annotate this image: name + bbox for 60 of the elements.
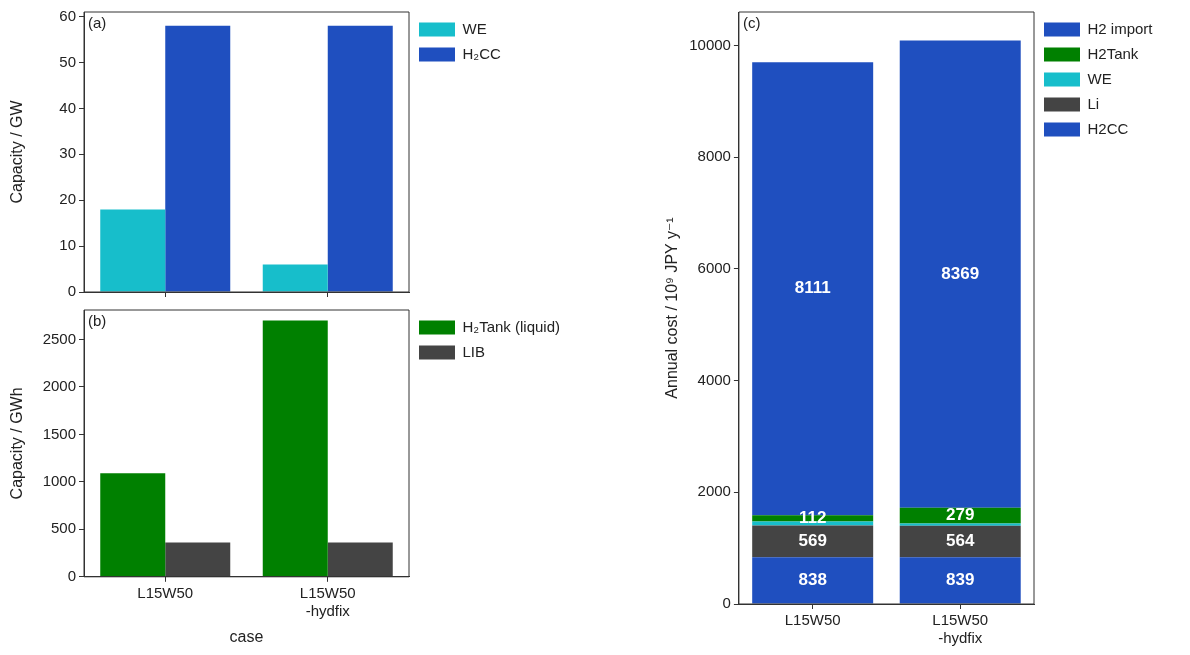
bar [327,25,393,292]
y-tick-label: 0 [722,594,731,612]
x-tick-label: L15W50 -hydfix [299,583,356,619]
y-tick-label: 40 [59,98,76,116]
bar [100,209,166,292]
x-tick-label: L15W50 [784,611,841,629]
bar [899,523,1021,526]
legend-label: H₂Tank (liquid) [462,317,561,335]
y-tick-label: 20 [59,190,76,208]
data-label: 8369 [941,263,980,283]
annotation: (b) [88,311,107,329]
y-tick-label: 0 [67,566,76,584]
bar [752,525,874,558]
bar [752,557,874,604]
x-tick-label: L15W50 -hydfix [932,611,989,647]
x-tick-label: L15W50 [137,583,194,601]
data-label: 839 [946,570,975,590]
legend-label: Li [1087,94,1100,112]
bar [262,320,328,577]
y-axis-title: Capacity / GW [8,99,26,204]
bar [899,525,1021,558]
y-tick-label: 500 [50,519,76,537]
bar [899,40,1021,508]
bar [165,25,231,292]
data-label: 838 [798,570,827,590]
y-tick-label: 0 [67,282,76,300]
y-tick-label: 6000 [697,259,731,277]
y-tick-label: 8000 [697,147,731,165]
annotation: (c) [742,13,761,31]
y-tick-label: 2500 [42,329,76,347]
legend-label: H₂CC [462,44,501,62]
y-tick-label: 1000 [42,471,76,489]
y-axis-title: Annual cost / 10⁹ JPY y⁻¹ [663,217,681,399]
annotation: (a) [88,13,107,31]
y-tick-label: 10000 [689,35,731,53]
data-label: 564 [946,531,975,551]
legend-label: LIB [462,342,486,360]
y-tick-label: 1500 [42,424,76,442]
y-axis-title: Capacity / GWh [8,387,26,500]
data-label: 569 [798,531,827,550]
data-label: 8111 [794,278,831,298]
legend-label: H2 import [1087,19,1154,37]
x-axis-title: case [229,627,264,645]
legend-label: H2Tank [1087,44,1139,62]
legend-label: WE [462,19,487,37]
bar [899,557,1021,604]
legend-label: H2CC [1087,119,1129,137]
bar [165,542,231,577]
y-tick-label: 2000 [42,377,76,395]
y-tick-label: 60 [59,6,76,24]
data-label: 279 [946,505,975,525]
y-tick-label: 30 [59,144,76,162]
bar [327,542,393,577]
bar [100,473,166,577]
y-tick-label: 4000 [697,370,731,388]
y-tick-label: 2000 [697,482,731,500]
y-tick-label: 50 [59,52,76,70]
y-tick-label: 10 [59,236,76,254]
bar [262,264,328,292]
legend-label: WE [1087,69,1112,87]
